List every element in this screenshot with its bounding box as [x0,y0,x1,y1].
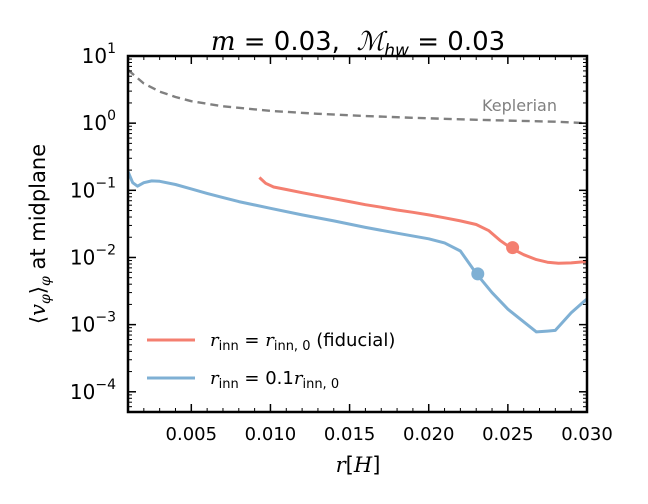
y-tick-label: 10−1 [70,175,116,202]
series-line-2 [128,171,587,334]
title-m: m [211,27,236,57]
y-tick-label: 10−3 [70,310,116,337]
keplerian-label: Keplerian [482,96,557,115]
x-tick-label: 0.030 [561,424,613,445]
x-axis-label: r[H] [336,453,381,477]
plot-frame [126,54,589,414]
x-tick-label: 0.005 [166,424,218,445]
title-eq1: = 0.03, [235,27,356,57]
x-tick-label: 0.015 [324,424,376,445]
y-tick-label: 100 [82,108,116,135]
series-marker-1 [506,241,520,255]
y-tick-label: 10−2 [70,242,116,269]
y-tick-label: 101 [82,41,116,68]
title-M: ℳ [356,27,387,57]
x-tick-label: 0.010 [245,424,297,445]
legend-label-fiducial: rinn = rinn, 0 (fiducial) [210,330,395,354]
x-tick-label: 0.020 [403,424,455,445]
x-tick-label: 0.025 [482,424,534,445]
title-eq2: = 0.03 [409,27,505,57]
series-line-1 [258,176,587,265]
series-layer [128,68,587,334]
legend-label-tenth: rinn = 0.1rinn, 0 [210,368,339,392]
y-axis-label: ⟨vφ⟩φ at midplane [26,144,54,324]
tick-layer: 0.005 0.010 0.015 0.020 0.025 0.030 101 100 10−1… [70,41,613,445]
y-tick-label: 10−4 [70,377,116,404]
marker-layer [471,241,520,281]
series-marker-2 [471,267,485,281]
series-line-0 [128,68,587,125]
legend: rinn = rinn, 0 (fiducial) rinn = 0.1rinn… [147,330,395,392]
